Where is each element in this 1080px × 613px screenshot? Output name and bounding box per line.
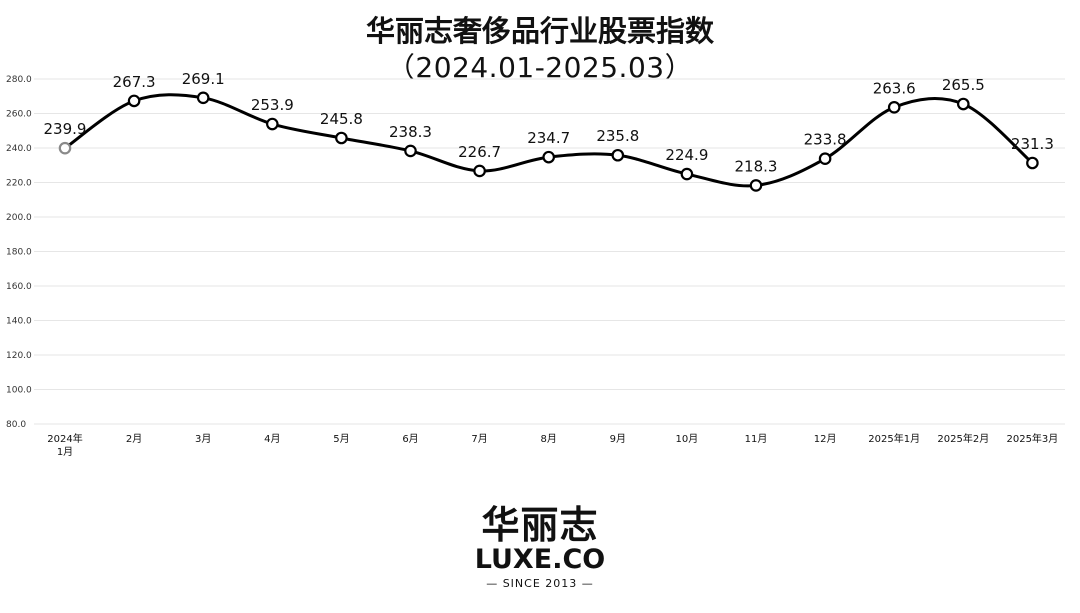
y-tick-label: 200.0 [6,213,32,223]
x-tick-label-line: 10月 [676,433,699,445]
grid-lines [34,78,1065,425]
x-axis-ticks: 2024年 1月 2月 3月 4月 5月 6月 7月 8月 9月 10月 11月 12月 2025年1月 2… [47,432,1058,458]
data-label: 233.8 [804,131,847,149]
data-label: 238.3 [389,123,432,141]
luxe-co-logo: 华丽志 LUXE.CO — SINCE 2013 — [440,504,640,592]
x-tick-label-line: 1月 [57,446,73,458]
x-tick-label-line: 2025年3月 [1006,432,1058,445]
data-point [542,150,555,164]
data-point [956,97,970,111]
x-tick-label: 2024年 1月 [47,432,82,458]
data-label: 235.8 [596,127,639,145]
y-axis-ticks: 80.0 100.0 120.0 140.0 160.0 180.0 200.0 220.0 2… [6,75,32,430]
x-tick-label: 4月 [264,433,280,445]
x-tick-label-line: 2月 [126,433,142,445]
logo-since-text: — SINCE 2013 — [486,577,594,590]
x-tick-label: 3月 [195,433,211,445]
data-label: 234.7 [527,129,570,147]
x-tick-label-line: 2024年 [47,432,82,445]
data-point [749,179,763,192]
data-point [887,100,901,114]
x-tick-label-line: 7月 [471,433,487,445]
data-point [335,131,348,145]
x-tick-label: 2025年2月 [937,432,989,445]
data-label: 263.6 [873,79,916,97]
y-tick-label: 160.0 [6,282,32,292]
data-point [680,167,694,181]
y-tick-label: 280.0 [6,75,32,85]
x-tick-label-line: 4月 [264,433,280,445]
data-points [58,91,1039,192]
data-label: 269.1 [182,70,225,88]
data-point [196,91,210,105]
y-tick-label: 80.0 [6,420,26,430]
x-tick-label-line: 3月 [195,433,211,445]
x-tick-label-line: 6月 [402,433,418,445]
x-tick-label: 8月 [541,433,557,445]
data-label: 265.5 [942,76,985,94]
data-label: 231.3 [1011,135,1054,153]
logo-english-text: LUXE.CO [474,544,606,575]
data-point [58,141,72,155]
x-tick-label-line: 2025年1月 [868,432,920,445]
data-point [473,164,486,178]
data-label: 226.7 [458,143,501,161]
data-labels: 239.9 267.3 269.1 253.9 245.8 238.3 226.7 234.7… [44,70,1054,176]
y-tick-label: 240.0 [6,144,32,154]
data-point [1026,156,1039,170]
x-tick-label: 2025年1月 [868,432,920,445]
y-tick-label: 220.0 [6,179,32,189]
chart-title-line1: 华丽志奢侈品行业股票指数 [365,14,714,48]
x-tick-label: 11月 [745,433,768,445]
x-tick-label-line: 11月 [745,433,768,445]
y-tick-label: 140.0 [6,317,32,327]
data-label: 253.9 [251,96,294,114]
data-label: 218.3 [735,157,778,175]
y-tick-label: 180.0 [6,248,32,258]
data-label: 245.8 [320,110,363,128]
x-tick-label: 2月 [126,433,142,445]
x-tick-label-line: 5月 [333,433,349,445]
x-tick-label: 12月 [814,433,837,445]
logo-chinese-text: 华丽志 [481,503,599,547]
data-point [818,152,832,165]
data-point [404,144,417,158]
y-tick-label: 120.0 [6,351,32,361]
x-tick-label-line: 2025年2月 [937,432,989,445]
y-tick-label: 100.0 [6,386,32,396]
x-tick-label: 10月 [676,433,699,445]
x-tick-label: 5月 [333,433,349,445]
data-label: 239.9 [44,120,87,138]
data-label: 224.9 [665,146,708,164]
data-point [611,148,625,162]
data-point [265,117,279,131]
x-tick-label-line: 8月 [541,433,557,445]
y-tick-label: 260.0 [6,110,32,120]
data-label: 267.3 [113,73,156,91]
x-tick-label: 9月 [610,433,626,445]
x-tick-label-line: 12月 [814,433,837,445]
x-tick-label: 6月 [402,433,418,445]
data-point [127,94,141,108]
x-tick-label-line: 9月 [610,433,626,445]
x-tick-label: 2025年3月 [1006,432,1058,445]
x-tick-label: 7月 [471,433,487,445]
